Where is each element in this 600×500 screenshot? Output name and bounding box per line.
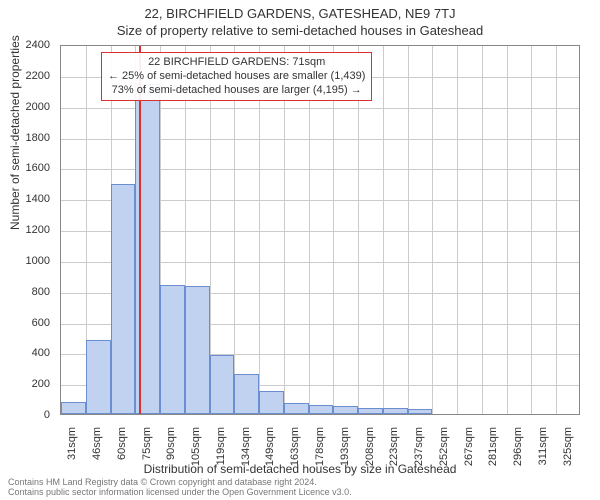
histogram-bar — [408, 409, 433, 414]
histogram-bar — [234, 374, 259, 414]
gridline-v — [383, 46, 384, 414]
y-tick: 1000 — [0, 255, 50, 267]
gridline-v — [457, 46, 458, 414]
histogram-bar — [284, 403, 309, 414]
histogram-bar — [333, 406, 358, 414]
histogram-bar — [309, 405, 334, 414]
info-line-3: 73% of semi-detached houses are larger (… — [108, 84, 365, 98]
gridline-v — [482, 46, 483, 414]
info-line-1: 22 BIRCHFIELD GARDENS: 71sqm — [108, 56, 365, 70]
y-tick: 1600 — [0, 162, 50, 174]
gridline-v — [507, 46, 508, 414]
histogram-bar — [185, 286, 210, 414]
y-tick: 1400 — [0, 193, 50, 205]
gridline-v — [556, 46, 557, 414]
y-tick: 1200 — [0, 224, 50, 236]
title-subtitle: Size of property relative to semi-detach… — [0, 21, 600, 38]
y-tick: 2000 — [0, 101, 50, 113]
reference-info-box: 22 BIRCHFIELD GARDENS: 71sqm ← 25% of se… — [101, 52, 372, 101]
y-tick: 600 — [0, 317, 50, 329]
histogram-bar — [61, 402, 86, 414]
histogram-bar — [111, 184, 136, 414]
footer-attribution: Contains HM Land Registry data © Crown c… — [8, 478, 352, 498]
histogram-bar — [358, 408, 383, 414]
plot-area: 22 BIRCHFIELD GARDENS: 71sqm ← 25% of se… — [60, 45, 580, 415]
histogram-bar — [259, 391, 284, 414]
y-tick: 2200 — [0, 70, 50, 82]
histogram-bar — [383, 408, 408, 414]
chart-container: 22, BIRCHFIELD GARDENS, GATESHEAD, NE9 7… — [0, 0, 600, 500]
histogram-bar — [86, 340, 111, 414]
y-tick: 0 — [0, 409, 50, 421]
y-tick: 2400 — [0, 39, 50, 51]
gridline-v — [432, 46, 433, 414]
gridline-v — [408, 46, 409, 414]
histogram-bar — [160, 285, 185, 415]
footer-line-2: Contains public sector information licen… — [8, 488, 352, 498]
title-address: 22, BIRCHFIELD GARDENS, GATESHEAD, NE9 7… — [0, 0, 600, 21]
y-tick: 800 — [0, 286, 50, 298]
x-axis-label: Distribution of semi-detached houses by … — [0, 462, 600, 476]
y-tick: 400 — [0, 347, 50, 359]
gridline-v — [531, 46, 532, 414]
y-tick: 1800 — [0, 132, 50, 144]
histogram-bar — [210, 355, 235, 414]
y-tick: 200 — [0, 378, 50, 390]
info-line-2: ← 25% of semi-detached houses are smalle… — [108, 70, 365, 84]
